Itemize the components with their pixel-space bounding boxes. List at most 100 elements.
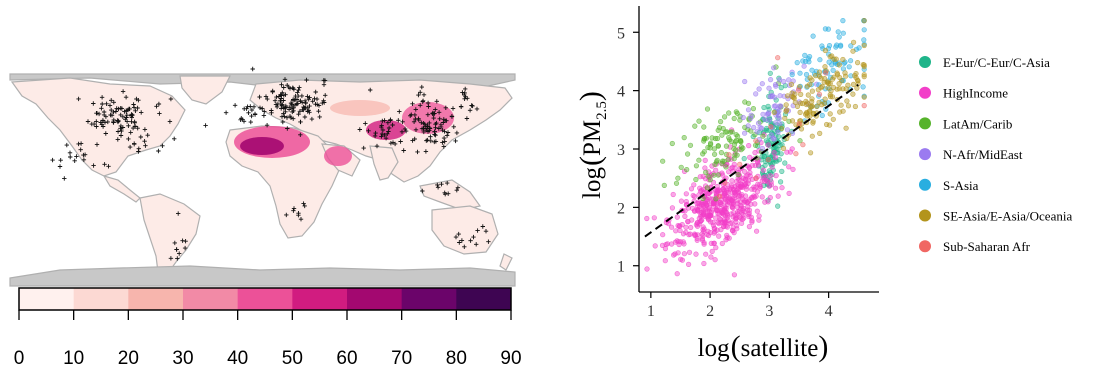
data-point xyxy=(779,125,785,131)
data-point xyxy=(766,85,772,91)
legend-swatch xyxy=(919,56,931,68)
data-point xyxy=(794,59,800,66)
data-point xyxy=(662,258,668,264)
monitor-marker-cluster xyxy=(50,66,491,261)
x-axis-title-inner: satellite xyxy=(741,335,819,362)
data-point xyxy=(699,201,705,207)
data-point xyxy=(773,173,779,179)
data-point xyxy=(785,93,791,99)
data-point xyxy=(733,147,739,153)
y-axis-title-main: log xyxy=(579,166,606,198)
data-point xyxy=(679,222,685,228)
data-point xyxy=(759,178,765,184)
x-axis-ticks: 1 2 3 4 xyxy=(647,292,833,320)
data-point xyxy=(786,164,792,170)
data-point xyxy=(723,151,729,157)
data-point xyxy=(709,163,715,169)
data-point xyxy=(662,246,668,252)
data-point xyxy=(776,157,782,163)
data-point xyxy=(681,251,687,257)
data-point xyxy=(813,72,819,79)
legend-label: LatAm/Carib xyxy=(943,116,1012,131)
map-se-asia xyxy=(419,179,482,211)
data-point xyxy=(778,179,784,185)
data-point xyxy=(726,152,732,158)
data-point xyxy=(695,232,701,238)
data-point xyxy=(708,213,714,219)
data-point xyxy=(823,70,829,76)
data-point xyxy=(852,103,859,110)
data-point xyxy=(842,70,848,76)
data-point xyxy=(782,160,788,166)
legend-swatch xyxy=(919,86,931,99)
colorbar-tick-label: 70 xyxy=(391,348,412,369)
data-point xyxy=(796,121,802,127)
data-point xyxy=(861,72,867,78)
data-point xyxy=(660,232,666,238)
data-point xyxy=(759,145,765,152)
data-point xyxy=(755,158,761,164)
data-point xyxy=(861,102,867,109)
data-point xyxy=(678,164,684,170)
data-point xyxy=(712,257,718,263)
data-point xyxy=(698,214,704,220)
data-point xyxy=(838,102,844,108)
data-point xyxy=(730,198,736,204)
data-point xyxy=(754,228,760,234)
data-point xyxy=(763,138,769,144)
data-point xyxy=(759,81,765,87)
data-point xyxy=(692,123,698,129)
map-monitor-markers xyxy=(50,66,491,261)
data-point xyxy=(848,43,854,49)
data-point xyxy=(712,151,718,157)
hotspot-arabia xyxy=(324,146,352,166)
data-point xyxy=(791,95,797,101)
scatter-plot-chart: 1 2 3 4 1 2 3 4 5 log(satellite) log(PM2.5) E-E… xyxy=(574,6,1072,363)
data-point xyxy=(816,91,823,97)
data-point xyxy=(767,195,773,201)
data-point xyxy=(738,193,744,199)
y-axis-title-inner: PM xyxy=(579,120,606,156)
data-point xyxy=(746,198,752,204)
data-point xyxy=(850,91,856,97)
data-point xyxy=(704,202,710,208)
colorbar-outline xyxy=(18,287,512,311)
data-point xyxy=(673,180,680,186)
data-point xyxy=(734,110,740,116)
data-point xyxy=(762,116,768,122)
y-tick-label: 3 xyxy=(617,142,625,159)
data-point xyxy=(822,47,829,54)
data-point xyxy=(644,215,650,222)
data-point xyxy=(670,252,677,258)
legend-label: HighIncome xyxy=(943,86,1008,101)
data-point xyxy=(829,94,836,100)
data-point xyxy=(723,164,729,170)
colorbar-tick-marks xyxy=(18,310,512,320)
data-point xyxy=(854,85,860,91)
data-point xyxy=(651,215,657,221)
data-point xyxy=(697,219,703,225)
data-point xyxy=(731,186,737,193)
data-point xyxy=(771,109,777,115)
data-point xyxy=(674,271,680,277)
data-point xyxy=(728,211,734,217)
data-point xyxy=(745,207,751,213)
data-point xyxy=(713,245,719,251)
data-point xyxy=(661,182,667,188)
legend-swatch xyxy=(919,240,931,253)
data-point xyxy=(821,79,827,85)
data-point xyxy=(807,75,813,81)
data-point xyxy=(762,199,768,205)
colorbar-tick-label: 20 xyxy=(118,348,139,369)
data-point xyxy=(751,124,757,131)
map-new-zealand xyxy=(499,253,513,271)
data-point xyxy=(678,198,684,204)
data-point xyxy=(775,55,781,61)
colorbar-cell xyxy=(183,288,239,310)
data-point xyxy=(753,175,759,181)
series-latam-carib xyxy=(660,64,803,202)
legend-swatch xyxy=(919,148,931,161)
data-point xyxy=(644,266,650,272)
data-point xyxy=(722,129,729,135)
data-point xyxy=(708,254,714,260)
